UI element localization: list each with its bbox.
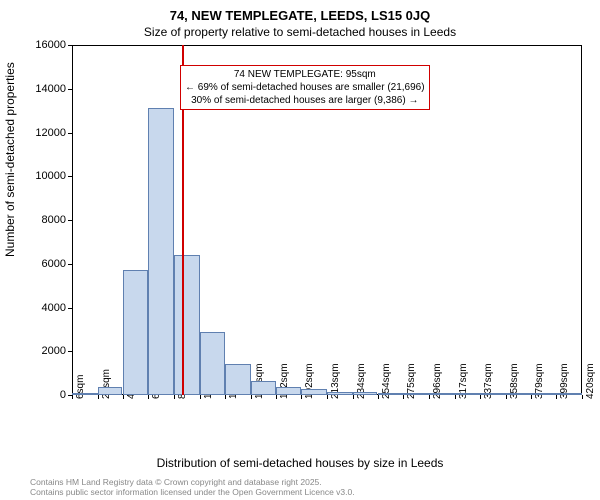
x-tick-mark <box>148 395 149 399</box>
histogram-bar <box>200 332 225 395</box>
histogram-bar <box>123 270 149 395</box>
histogram-bar <box>72 393 98 395</box>
right-axis-line <box>581 45 582 395</box>
y-tick-label: 6000 <box>42 258 66 270</box>
histogram-bar <box>225 364 251 395</box>
histogram-bar <box>455 393 480 395</box>
x-tick-mark <box>353 395 354 399</box>
top-axis-line <box>72 45 582 46</box>
x-tick-mark <box>123 395 124 399</box>
x-tick-mark <box>98 395 99 399</box>
x-tick-mark <box>403 395 404 399</box>
y-tick-label: 14000 <box>35 83 66 95</box>
histogram-bar <box>251 381 277 395</box>
chart-subtitle: Size of property relative to semi-detach… <box>0 25 600 39</box>
annotation-line1: 74 NEW TEMPLEGATE: 95sqm <box>185 68 425 81</box>
x-tick-mark <box>251 395 252 399</box>
y-tick-label: 12000 <box>35 127 66 139</box>
histogram-bar <box>531 393 556 395</box>
footer-line2: Contains public sector information licen… <box>30 487 355 497</box>
histogram-bar <box>327 392 353 395</box>
x-tick-label: 6sqm <box>75 375 86 399</box>
y-tick-mark <box>68 264 72 265</box>
footer-line1: Contains HM Land Registry data © Crown c… <box>30 477 355 487</box>
x-tick-mark <box>480 395 481 399</box>
histogram-bar <box>429 393 455 395</box>
y-tick-label: 8000 <box>42 214 66 226</box>
y-tick-mark <box>68 176 72 177</box>
histogram-bar <box>353 392 378 395</box>
y-tick-label: 0 <box>60 389 66 401</box>
y-tick-label: 2000 <box>42 345 66 357</box>
footer: Contains HM Land Registry data © Crown c… <box>30 477 355 497</box>
y-tick-mark <box>68 220 72 221</box>
x-tick-mark <box>556 395 557 399</box>
annotation-line3: 30% of semi-detached houses are larger (… <box>185 94 425 107</box>
histogram-bar <box>148 108 174 395</box>
histogram-bar <box>174 255 200 395</box>
x-tick-mark <box>506 395 507 399</box>
y-tick-label: 16000 <box>35 39 66 51</box>
histogram-bar <box>301 389 327 395</box>
x-tick-mark <box>455 395 456 399</box>
x-axis-label: Distribution of semi-detached houses by … <box>0 456 600 470</box>
histogram-bar <box>276 387 301 395</box>
x-tick-mark <box>429 395 430 399</box>
x-tick-mark <box>174 395 175 399</box>
histogram-bar <box>378 393 404 395</box>
histogram-bar <box>506 393 532 395</box>
x-tick-mark <box>531 395 532 399</box>
histogram-bar <box>556 393 582 395</box>
y-tick-mark <box>68 351 72 352</box>
y-axis-label: Number of semi-detached properties <box>3 62 17 257</box>
annotation-line2: ← 69% of semi-detached houses are smalle… <box>185 81 425 94</box>
x-tick-mark <box>225 395 226 399</box>
y-tick-label: 10000 <box>35 170 66 182</box>
chart-title: 74, NEW TEMPLEGATE, LEEDS, LS15 0JQ <box>0 8 600 23</box>
y-tick-mark <box>68 45 72 46</box>
x-tick-mark <box>378 395 379 399</box>
histogram-bar <box>403 393 429 395</box>
x-tick-mark <box>276 395 277 399</box>
x-tick-mark <box>200 395 201 399</box>
x-tick-label: 420sqm <box>585 363 596 399</box>
x-tick-mark <box>72 395 73 399</box>
annotation-box: 74 NEW TEMPLEGATE: 95sqm ← 69% of semi-d… <box>180 65 430 110</box>
x-tick-mark <box>301 395 302 399</box>
x-tick-mark <box>327 395 328 399</box>
histogram-bar <box>480 393 506 395</box>
y-tick-label: 4000 <box>42 302 66 314</box>
y-axis-line <box>72 45 73 395</box>
x-tick-mark <box>582 395 583 399</box>
histogram-bar <box>98 387 123 395</box>
y-tick-mark <box>68 89 72 90</box>
y-tick-mark <box>68 133 72 134</box>
chart-container: 74, NEW TEMPLEGATE, LEEDS, LS15 0JQ Size… <box>0 0 600 500</box>
plot-area: 0200040006000800010000120001400016000 6s… <box>72 45 582 395</box>
y-tick-mark <box>68 308 72 309</box>
